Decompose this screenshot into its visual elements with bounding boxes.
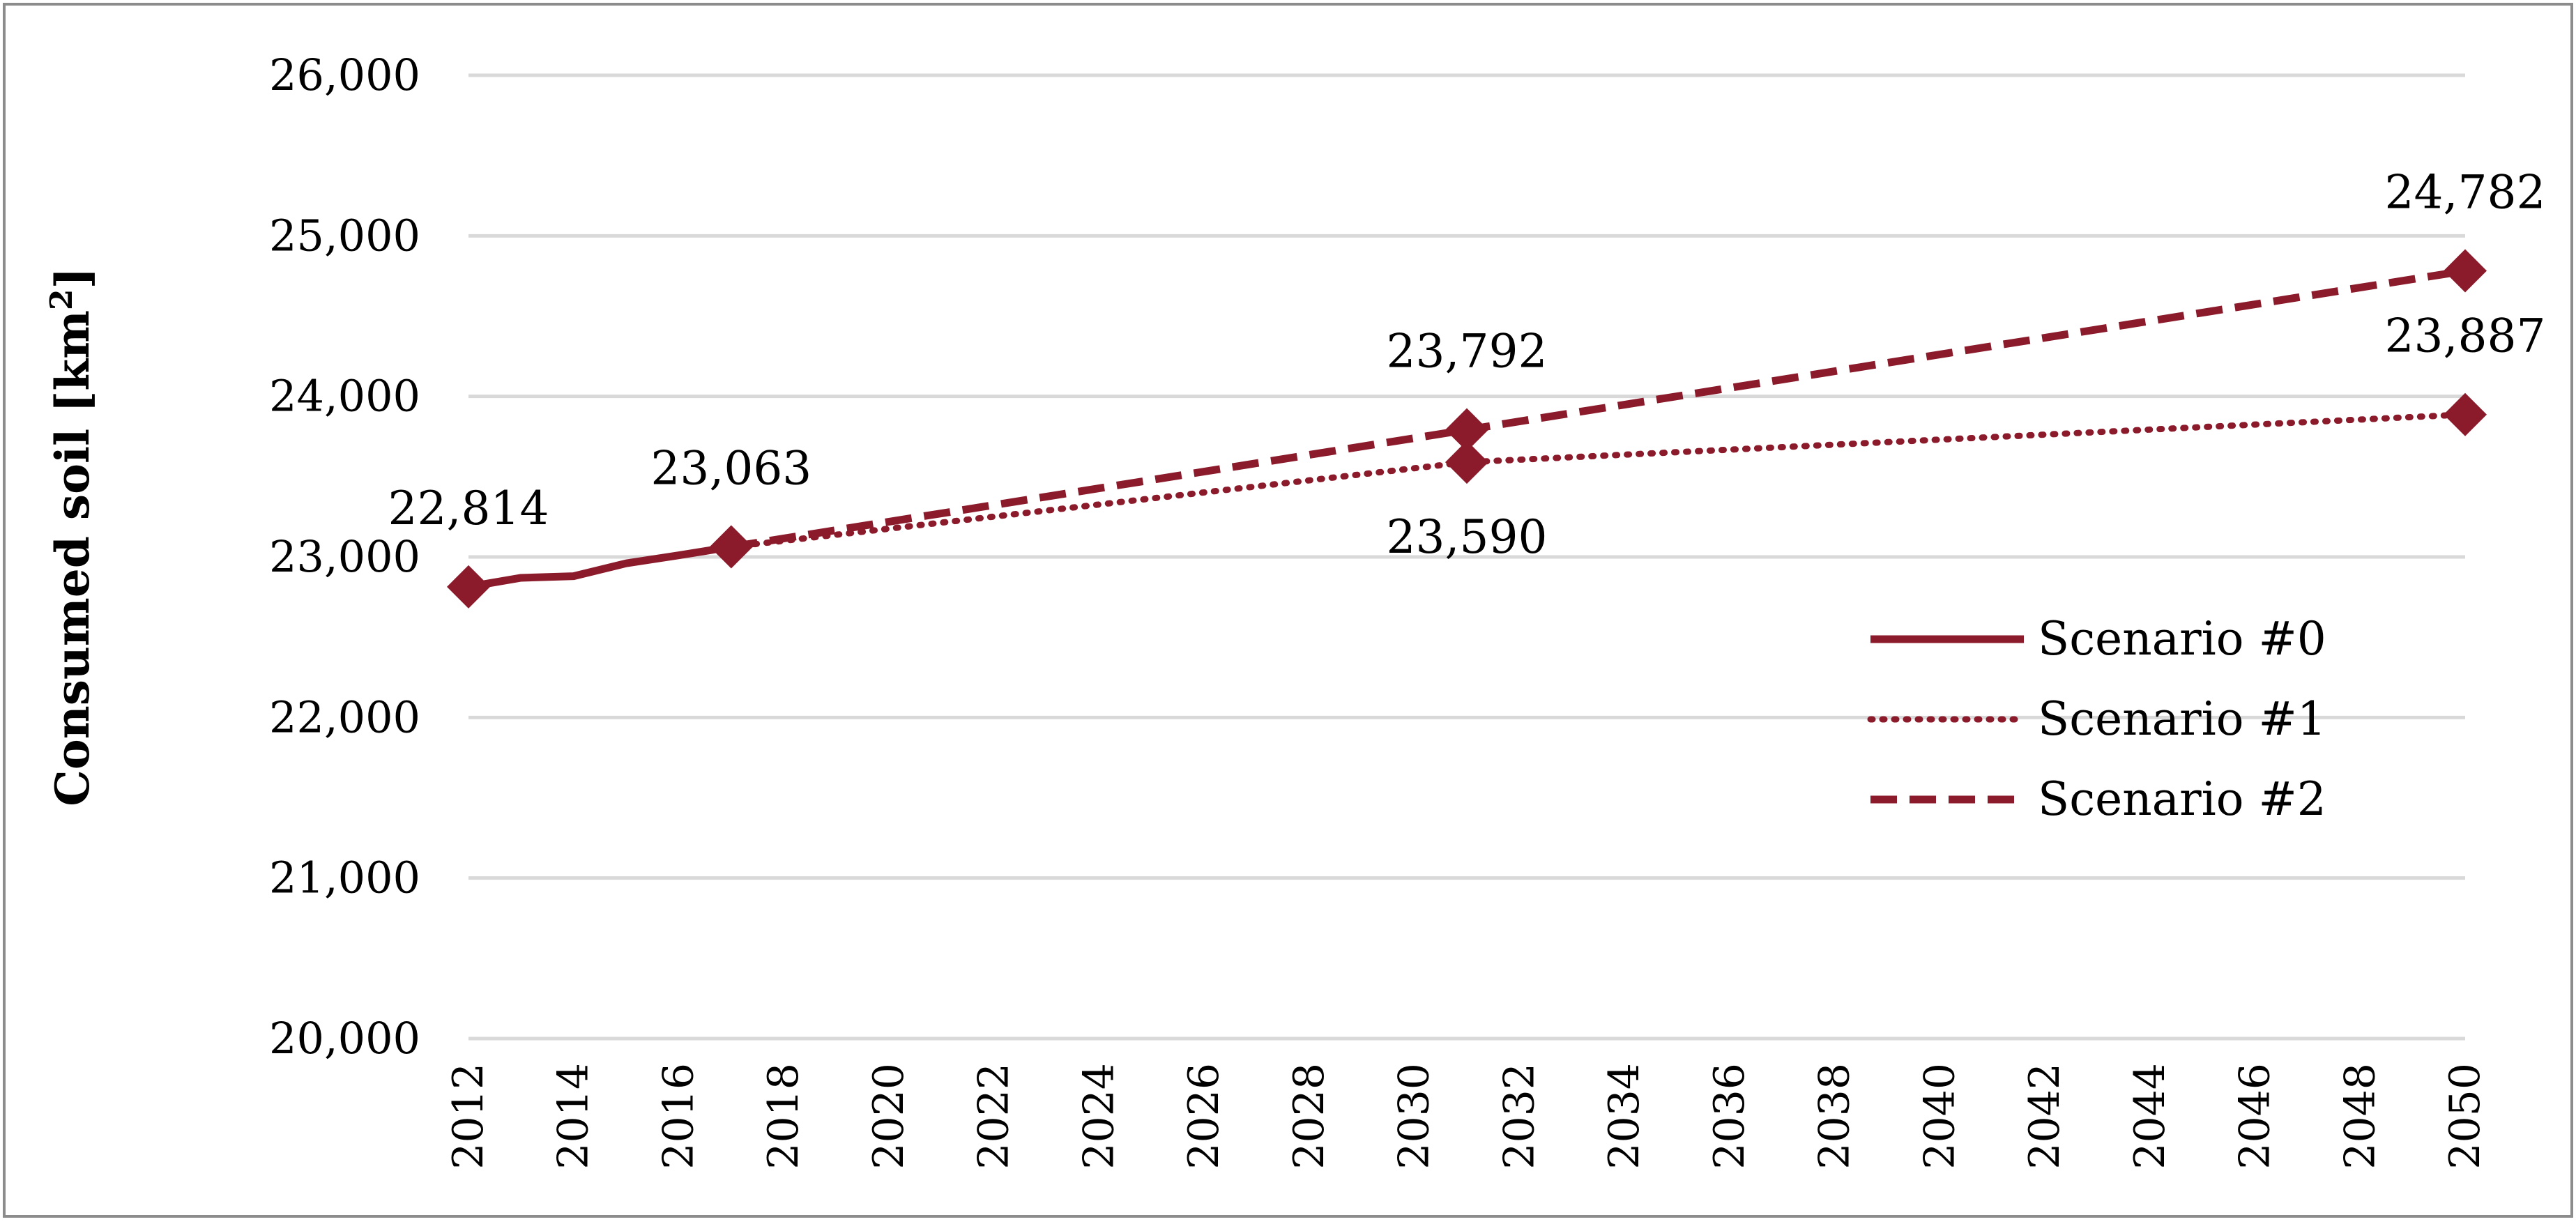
- legend: Scenario #0 Scenario #1 Scenario #2: [1867, 612, 2326, 826]
- data-labels: 22,814 23,063 23,792 23,590 24,782 23,887: [388, 166, 2546, 565]
- x-tick-label: 2036: [1705, 1063, 1754, 1170]
- x-tick-label: 2044: [2126, 1063, 2174, 1170]
- x-tick-label: 2048: [2335, 1063, 2384, 1170]
- x-tick-label: 2026: [1180, 1063, 1228, 1170]
- y-tick-label: 25,000: [269, 210, 420, 261]
- x-tick-label: 2032: [1495, 1063, 1544, 1170]
- x-tick-label: 2018: [759, 1063, 808, 1170]
- data-label: 24,782: [2385, 166, 2546, 220]
- x-tick-label: 2046: [2231, 1063, 2280, 1170]
- data-label: 22,814: [388, 482, 549, 535]
- x-tick-label: 2024: [1074, 1063, 1123, 1170]
- y-axis-title: Consumed soil [km2]: [44, 267, 100, 806]
- x-tick-label: 2028: [1285, 1063, 1334, 1170]
- y-axis-ticks: 20,000 21,000 22,000 23,000 24,000 25,000 26,0…: [269, 49, 420, 1064]
- series-markers: [447, 249, 2487, 609]
- y-tick-label: 20,000: [269, 1013, 420, 1064]
- data-label: 23,063: [650, 441, 811, 495]
- legend-label: Scenario #0: [2038, 612, 2326, 666]
- x-tick-label: 2040: [1915, 1063, 1964, 1170]
- x-tick-label: 2050: [2441, 1063, 2490, 1170]
- x-tick-label: 2030: [1390, 1063, 1439, 1170]
- chart-border: [3, 3, 2573, 1218]
- y-tick-label: 26,000: [269, 49, 420, 100]
- x-tick-label: 2022: [970, 1063, 1019, 1170]
- y-tick-label: 22,000: [269, 691, 420, 742]
- legend-label: Scenario #1: [2038, 692, 2326, 746]
- x-tick-label: 2038: [1811, 1063, 1859, 1170]
- data-label: 23,590: [1387, 510, 1548, 564]
- y-axis-title-superscript: 2: [44, 289, 79, 310]
- data-point-marker: [2444, 249, 2487, 293]
- x-tick-label: 2012: [444, 1063, 493, 1170]
- data-point-marker: [447, 565, 490, 609]
- y-tick-label: 21,000: [269, 852, 420, 903]
- gridlines: [468, 73, 2465, 1041]
- y-tick-label: 23,000: [269, 531, 420, 582]
- data-point-marker: [1445, 408, 1488, 452]
- data-label: 23,887: [2385, 309, 2546, 363]
- series-line-scenario0: [468, 543, 732, 591]
- legend-label: Scenario #2: [2038, 772, 2326, 826]
- y-tick-label: 24,000: [269, 371, 420, 422]
- y-axis-title-suffix: ]: [45, 267, 100, 289]
- x-tick-label: 2014: [549, 1063, 598, 1170]
- data-point-marker: [1445, 441, 1488, 484]
- x-tick-label: 2042: [2020, 1063, 2069, 1170]
- series-line-scenario1: [728, 411, 2469, 550]
- y-axis-title-text: Consumed soil [km: [45, 310, 100, 806]
- data-point-marker: [709, 525, 753, 569]
- data-label: 23,792: [1387, 325, 1548, 378]
- data-point-marker: [2444, 392, 2487, 436]
- x-tick-label: 2020: [864, 1063, 913, 1170]
- x-tick-label: 2034: [1600, 1063, 1649, 1170]
- x-tick-label: 2016: [654, 1063, 703, 1170]
- x-axis-ticks: 2012 2014 2016 2018 2020 2022 2024 2026 2028 2030…: [444, 1063, 2490, 1170]
